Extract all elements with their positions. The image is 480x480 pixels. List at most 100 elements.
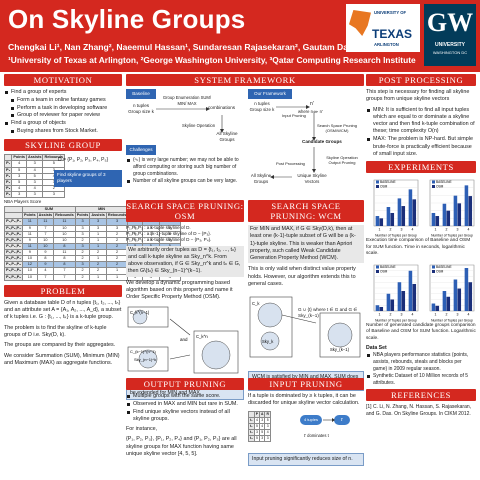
osm-node-1: C_k^n: [196, 334, 208, 339]
osm-observations: P₁,P₂,P₃ : a k-tuple skyline of D. P₁,P₂,…: [126, 225, 244, 244]
chart-bar: [397, 281, 402, 311]
gw-logo-mark: GW: [426, 8, 474, 37]
table-cell: P₁,P₂,P₃: [3, 218, 24, 226]
motivation-item: Find a group of experts: [4, 89, 122, 96]
players-table-header: Points: [11, 154, 27, 162]
candidate-chart-synthetic: 1 2 3 4 Number of Tuples per Group BASELINEOS…: [429, 264, 475, 322]
uta-logo-line3: ARLINGTON: [374, 42, 399, 47]
aggregate-sub-header: Rebounds: [53, 212, 76, 220]
ours-groupsize: Group size k: [249, 106, 275, 112]
chart-legend-label: BASELINE: [436, 265, 452, 269]
table-cell: 2: [74, 249, 91, 257]
table-cell: 2: [105, 230, 129, 238]
table-cell: 2: [105, 236, 129, 244]
table-cell: 7: [36, 273, 55, 281]
wcm-p1: For MIN and MAX, if G ∈ Sky(D,k), then a…: [248, 225, 364, 264]
post-processing-item: MAX: The problem is NP-hard. But simple …: [366, 136, 476, 158]
table-cell: P₅: [3, 184, 13, 193]
chart-bar: [412, 199, 417, 227]
chart-tick-label: 1: [435, 312, 437, 316]
chart-tick-label: 4: [412, 228, 414, 232]
aggregate-sub-header: Points: [74, 212, 91, 220]
input-pruning-title: Input Pruning: [248, 378, 364, 390]
motivation-item: Group of reviewer for paper review: [4, 112, 122, 119]
table-cell: P₁,P₂,P₄: [3, 224, 24, 232]
table-cell: P₁,P₂,P₅: [3, 230, 24, 238]
motivation-item: Form a team in online fantasy games: [4, 97, 122, 104]
chart-bar: [453, 195, 458, 227]
chart-bar: [379, 306, 384, 311]
aggregate-sub-header: Rebounds: [105, 212, 129, 220]
osm-node-0: C_k^(n−1): [130, 310, 150, 315]
output-pruning-item: Find unique skyline vectors instead of a…: [126, 409, 244, 424]
table-cell: P₂,P₃,P₄: [3, 255, 24, 263]
framework-diagram: Baseline n tuples Group size k Group Enu…: [126, 89, 364, 197]
table-cell: 9: [22, 249, 38, 257]
baseline-label: Baseline: [126, 89, 156, 100]
table-cell: 5: [11, 166, 27, 174]
all-groups-label: All Skyline Groups: [216, 131, 238, 143]
table-cell: P₃,P₄,P₅: [3, 273, 24, 281]
chart-xlabel: Number of Tuples per Group: [375, 318, 417, 322]
table-cell: 3: [74, 218, 91, 226]
uta-logo-line2: TEXAS: [372, 27, 413, 41]
experiments-title: Experiments: [366, 161, 476, 174]
chart-bar: [390, 213, 395, 227]
table-cell: 3: [42, 166, 66, 174]
table-cell: 9: [22, 236, 38, 244]
chart-bar: [468, 196, 473, 227]
table-cell: P₁,P₃,P₄: [3, 236, 24, 244]
chart-legend-label: BASELINE: [380, 180, 396, 184]
dominate-arrow-icon: [323, 417, 335, 422]
chart-tick-label: 2: [390, 312, 392, 316]
challenges-list: (ⁿₖ) is very large number; we may not be…: [126, 157, 244, 185]
input-pruning-section: Input Pruning If a tuple is dominated by…: [248, 378, 364, 466]
table-cell: 11: [22, 218, 38, 226]
chart-bar: [468, 281, 473, 311]
table-row: P₁,P₃,P₄ 9 10 10 2 1 2 6 5 5: [3, 236, 182, 244]
chart-xlabel: Number of Tuples per Group: [431, 318, 473, 322]
enum-label: Group Enumeration SUM/ MIN/ MAX: [162, 95, 212, 106]
osm-node-2: Sky_(n−1)^k: [134, 357, 156, 362]
chart-bar: [446, 210, 451, 227]
table-cell: 10: [22, 273, 38, 281]
motivation-item: Perform a task in developing software: [4, 105, 122, 112]
table-cell: 2: [74, 255, 91, 263]
gw-logo: GW UNIVERSITY WASHINGTON DC: [424, 4, 476, 66]
uta-logo-line1: UNIVERSITY OF: [374, 10, 407, 15]
table-cell: P₆: [3, 191, 13, 199]
all-groups-2-label: All Skyline Groups: [250, 173, 272, 184]
table-cell: 2: [74, 273, 91, 281]
table-cell: P₃: [3, 172, 13, 180]
uta-star-icon: [349, 10, 371, 36]
candidate-caption: Number of generated candidate groups com…: [366, 322, 476, 341]
output-pruning-list: Multiple groups with the same score. Obse…: [126, 393, 244, 423]
table-cell: 8: [53, 261, 76, 269]
skyline-op-label: Skyline Operation: [182, 123, 216, 128]
exec-time-chart-synthetic: 1 2 3 4 Number of Tuples per Group BASELINEOS…: [429, 179, 475, 238]
table-row: P₁,P₂,P₃111111333555: [3, 218, 182, 226]
column-left: Motivation Find a group of experts Form a…: [3, 74, 182, 370]
chart-legend-label: OSM: [436, 185, 444, 189]
table-cell: 3: [74, 224, 91, 232]
osm-diagram: and C_k^(n−1) C_k^n Sky_(n−1)^k C_(k−1)^…: [127, 306, 239, 373]
chart-tick-label: 2: [446, 312, 448, 316]
chart-legend-label: BASELINE: [380, 265, 396, 269]
table-cell: 10: [22, 255, 38, 263]
chart-bar: [375, 304, 380, 311]
osm-p2: We develop a dynamic programming based a…: [126, 279, 233, 301]
problem-p1: Given a database table D of n tuples {t₁…: [4, 299, 122, 321]
table-cell: 11: [53, 218, 76, 226]
chart-xlabel: Number of Tuples per Group: [375, 234, 417, 238]
table-row: P₃354: [3, 172, 66, 180]
chart-bar: [457, 203, 462, 227]
aggregate-sub-header: Assists: [89, 212, 107, 220]
osm-and-label: and: [180, 337, 188, 342]
post-processing-list: MIN: It is sufficient to find all input …: [366, 107, 476, 159]
chart-bar: [408, 189, 413, 227]
column-middle: System Framework Baseline n tuples Group…: [126, 74, 364, 466]
table-cell: 5: [42, 160, 66, 168]
table-row: P₂543: [3, 166, 66, 174]
